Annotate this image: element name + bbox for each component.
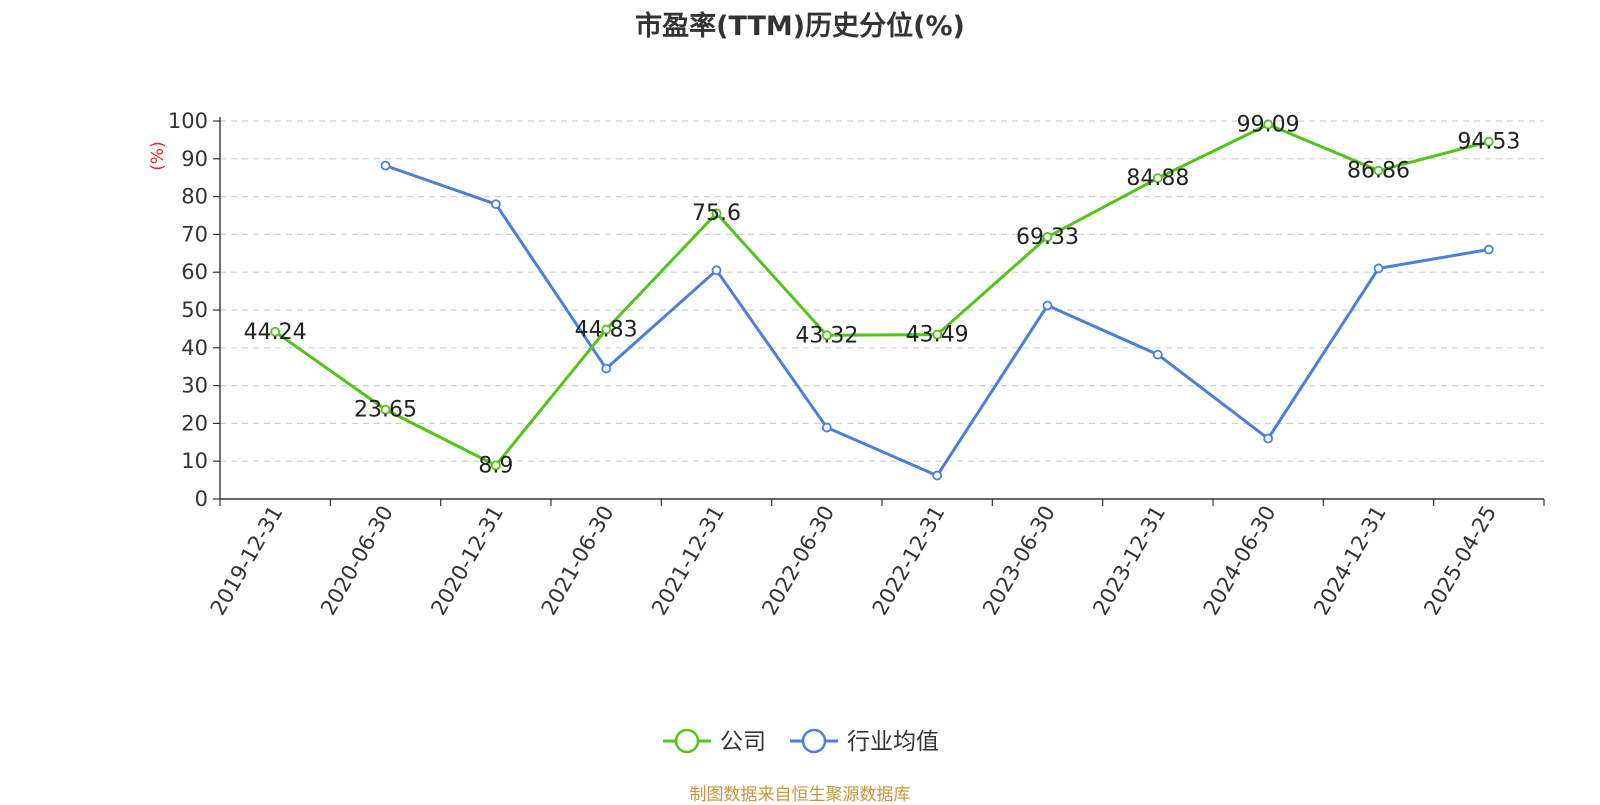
data-point[interactable]	[1152, 349, 1163, 360]
data-point[interactable]	[821, 330, 832, 341]
legend-label: 行业均值	[847, 729, 939, 755]
data-label: 69.33	[1016, 225, 1079, 250]
legend-marker-icon	[801, 728, 827, 754]
series-line-1	[385, 164, 1490, 478]
chart-source: 制图数据来自恒生聚源数据库	[689, 785, 911, 805]
data-point[interactable]	[821, 422, 832, 433]
data-label: 43.32	[795, 323, 858, 348]
x-tick-label: 2023-12-31	[1088, 502, 1170, 620]
data-point[interactable]	[601, 324, 612, 335]
y-tick-label: 50	[181, 298, 208, 322]
legend-marker-icon	[674, 728, 700, 754]
y-tick-label: 80	[181, 185, 208, 209]
y-tick-label: 40	[181, 336, 208, 360]
x-tick-label: 2024-06-30	[1199, 502, 1281, 620]
data-label: 94.53	[1457, 130, 1520, 155]
x-tick-label: 2022-12-31	[868, 502, 950, 620]
data-point[interactable]	[1152, 173, 1163, 184]
legend-item-1[interactable]: 行业均值	[790, 728, 939, 755]
data-label: 8.9	[478, 453, 513, 478]
data-labels: 44.24 23.65 8.9 44.83 75.6 43.32 43.49 69.33 84.…	[244, 112, 1521, 478]
data-point[interactable]	[270, 326, 281, 337]
grid-lines	[220, 120, 1544, 462]
x-tick-label: 2020-06-30	[316, 502, 398, 620]
data-point[interactable]	[1263, 119, 1274, 130]
data-label: 99.09	[1237, 112, 1300, 137]
data-label: 84.88	[1126, 166, 1189, 191]
y-tick-label: 10	[181, 449, 208, 473]
y-tick-label: 60	[181, 260, 208, 284]
y-tick-label: 20	[181, 411, 208, 435]
data-point[interactable]	[380, 160, 391, 171]
legend: 公司 行业均值	[663, 728, 939, 755]
chart-title: 市盈率(TTM)历史分位(%)	[635, 11, 965, 42]
series-line-0	[274, 122, 1490, 467]
y-tick-label: 30	[181, 374, 208, 398]
data-point[interactable]	[1263, 433, 1274, 444]
data-label: 44.83	[575, 318, 638, 343]
data-point[interactable]	[1483, 136, 1494, 147]
x-tick-label: 2024-12-31	[1309, 502, 1391, 620]
data-label: 23.65	[354, 398, 417, 423]
data-point[interactable]	[490, 460, 501, 471]
x-tick-label: 2021-12-31	[647, 502, 729, 620]
data-point[interactable]	[932, 329, 943, 340]
x-tick-label: 2020-12-31	[426, 502, 508, 620]
data-point[interactable]	[1042, 300, 1053, 311]
legend-item-0[interactable]: 公司	[663, 728, 766, 755]
series-points	[270, 119, 1494, 481]
x-tick-label: 2023-06-30	[978, 502, 1060, 620]
data-label: 86.86	[1347, 159, 1410, 184]
data-point[interactable]	[1373, 263, 1384, 274]
x-tick-label: 2022-06-30	[757, 502, 839, 620]
y-axis-unit-label: (%)	[148, 141, 168, 170]
data-point[interactable]	[711, 265, 722, 276]
data-point[interactable]	[932, 470, 943, 481]
axes: 0 10 20 30 40 50 60 70 80 90 100(%) 2019-12-31 2020-…	[148, 109, 1545, 620]
x-tick-label: 2019-12-31	[206, 502, 288, 620]
data-point[interactable]	[711, 208, 722, 219]
legend-label: 公司	[720, 729, 766, 755]
y-tick-label: 90	[181, 147, 208, 171]
data-label: 44.24	[244, 320, 307, 345]
data-point[interactable]	[490, 199, 501, 210]
data-point[interactable]	[601, 363, 612, 374]
data-point[interactable]	[1483, 244, 1494, 255]
data-point[interactable]	[1042, 232, 1053, 242]
data-label: 75.6	[692, 201, 741, 226]
y-tick-label: 100	[168, 109, 208, 133]
data-point[interactable]	[1373, 165, 1384, 176]
x-tick-label: 2025-04-25	[1419, 502, 1501, 620]
y-tick-label: 0	[195, 487, 208, 511]
y-tick-label: 70	[181, 222, 208, 246]
data-point[interactable]	[380, 404, 391, 415]
x-tick-label: 2021-06-30	[537, 502, 619, 620]
data-label: 43.49	[906, 323, 969, 348]
